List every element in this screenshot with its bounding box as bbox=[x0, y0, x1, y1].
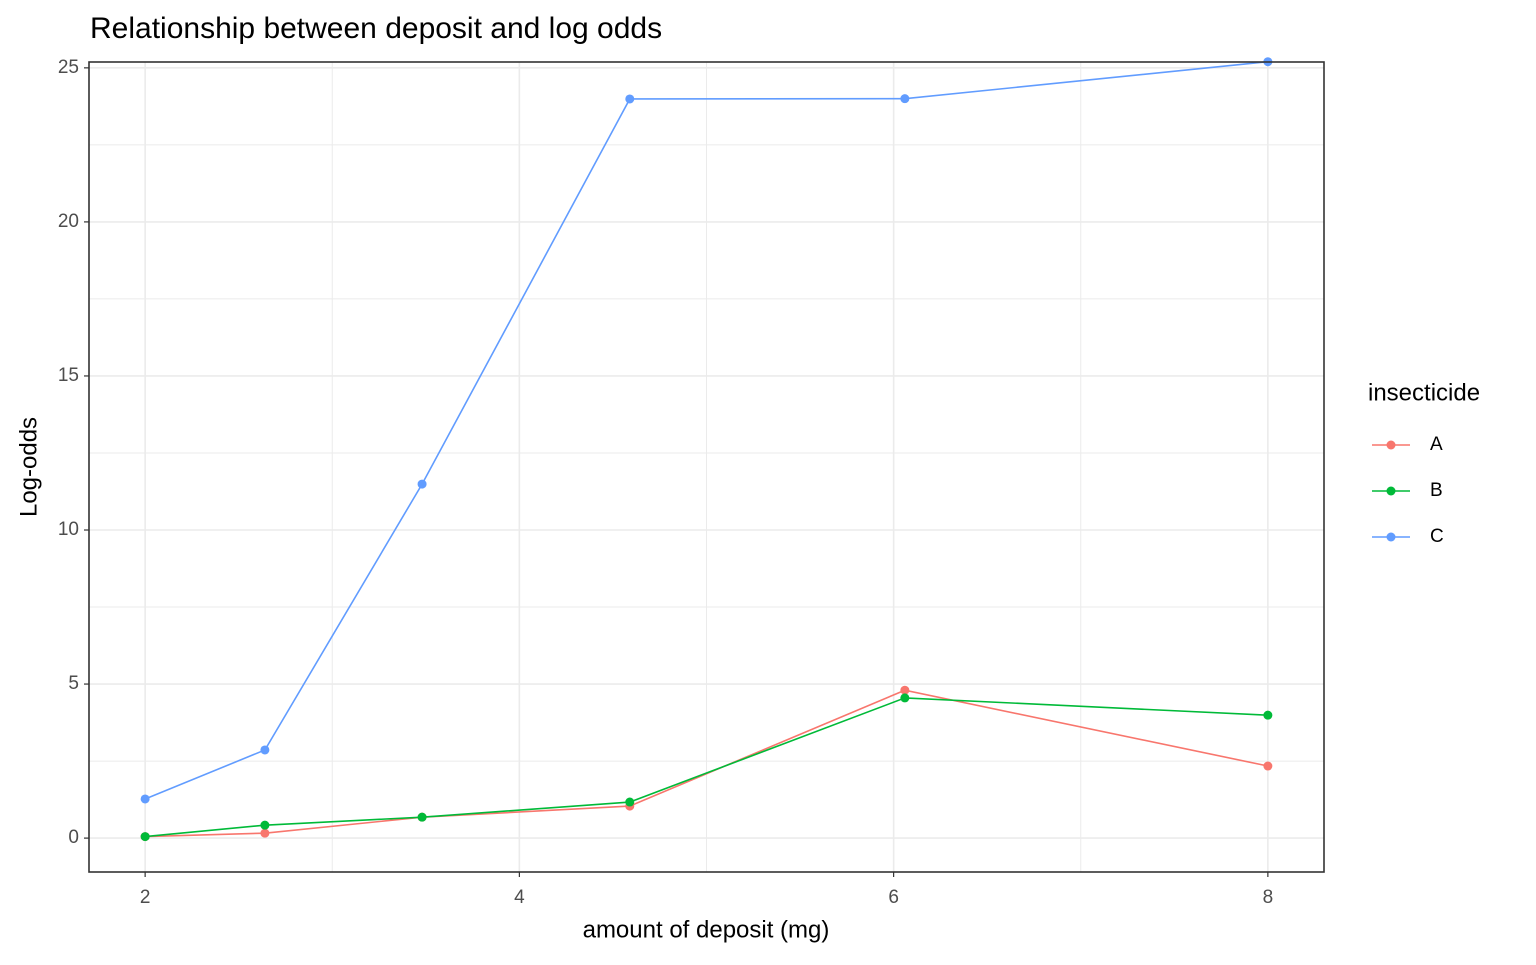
data-point bbox=[260, 828, 270, 838]
y-tick-label: 20 bbox=[58, 211, 79, 232]
chart-title: Relationship between deposit and log odd… bbox=[90, 12, 662, 45]
y-axis-label: Log-odds bbox=[15, 417, 42, 517]
data-point bbox=[900, 94, 910, 104]
legend-label: A bbox=[1430, 434, 1443, 455]
data-point bbox=[260, 745, 270, 755]
y-tick-label: 15 bbox=[58, 365, 79, 386]
series-line bbox=[144, 60, 1268, 800]
y-tick-label: 0 bbox=[68, 827, 79, 848]
data-point bbox=[140, 832, 150, 842]
x-tick-label: 6 bbox=[888, 887, 899, 908]
legend-key-point bbox=[1386, 440, 1396, 450]
legend-label: C bbox=[1430, 526, 1444, 547]
legend-key-point bbox=[1386, 486, 1396, 496]
data-point bbox=[1263, 710, 1273, 720]
x-tick-label: 8 bbox=[1263, 887, 1274, 908]
legend-title: insecticide bbox=[1368, 379, 1480, 406]
data-point bbox=[417, 479, 427, 489]
y-tick-label: 5 bbox=[68, 673, 79, 694]
grid bbox=[89, 62, 1324, 872]
x-tick-label: 2 bbox=[140, 887, 151, 908]
data-point bbox=[625, 94, 635, 104]
series-line bbox=[145, 689, 1269, 838]
y-tick-label: 10 bbox=[58, 519, 79, 540]
legend-label: B bbox=[1430, 480, 1443, 501]
y-tick-label: 25 bbox=[58, 57, 79, 78]
series-line bbox=[145, 697, 1268, 838]
data-point bbox=[900, 685, 910, 695]
data-point bbox=[900, 693, 910, 703]
legend-key-point bbox=[1386, 532, 1396, 542]
data-point bbox=[140, 794, 150, 804]
x-axis-label: amount of deposit (mg) bbox=[583, 916, 830, 943]
data-point bbox=[260, 820, 270, 830]
data-point bbox=[1263, 761, 1273, 771]
x-tick-label: 4 bbox=[514, 887, 525, 908]
data-point bbox=[625, 797, 635, 807]
panel-border bbox=[88, 61, 1325, 873]
data-point bbox=[417, 812, 427, 822]
